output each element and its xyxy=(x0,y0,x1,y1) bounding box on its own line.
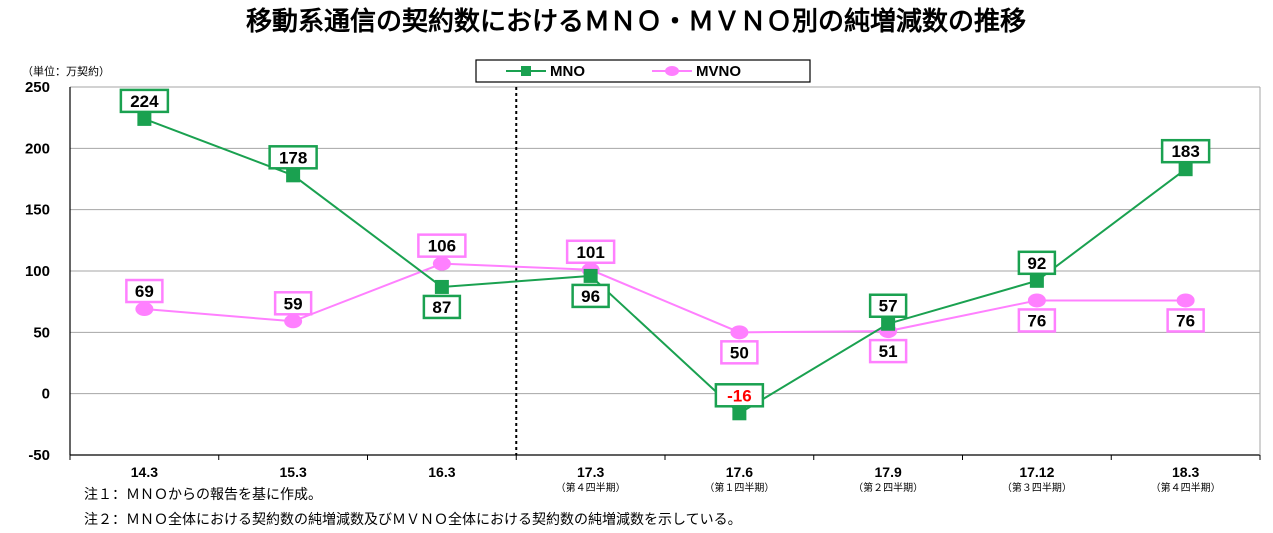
axes xyxy=(69,87,1261,460)
data-label-box xyxy=(565,239,616,265)
data-label-box xyxy=(1160,138,1211,164)
x-tick-label: 17.6 xyxy=(726,464,753,480)
mvno-marker xyxy=(1027,293,1046,308)
data-label-mno: 224 xyxy=(130,92,159,111)
legend-label-mvno: MVNO xyxy=(696,63,741,80)
x-tick-sublabel: （第４四半期） xyxy=(1151,481,1221,494)
note-1: 注１：ＭＮＯからの報告を基に作成。 xyxy=(84,486,322,503)
series-layer xyxy=(135,111,1195,421)
mvno-marker xyxy=(730,325,749,340)
unit-label: （単位：万契約） xyxy=(22,64,110,78)
y-tick-labels: -50 0 50 100 150 200 250 xyxy=(25,79,50,464)
mvno-marker xyxy=(284,314,303,329)
grid xyxy=(70,86,1260,395)
x-tick-label: 18.3 xyxy=(1172,464,1199,480)
mno-marker xyxy=(1178,162,1193,177)
mvno-marker xyxy=(432,256,451,271)
legend-marker-mvno xyxy=(665,66,679,76)
y-tick-label: 100 xyxy=(25,263,50,280)
data-label-mno: 96 xyxy=(581,287,600,306)
x-tick-label: 17.3 xyxy=(577,464,604,480)
y-tick-label: -50 xyxy=(28,447,50,464)
x-tick-label: 15.3 xyxy=(280,464,307,480)
mvno-marker xyxy=(135,302,154,317)
data-label-box xyxy=(268,145,318,170)
legend-box xyxy=(475,59,811,83)
data-labels: 224 178 87 96 -16 57 92 183 69 59 106 101 50 51 76 76 xyxy=(119,88,1211,408)
mvno-marker xyxy=(1176,293,1195,308)
data-label-mvno: 76 xyxy=(1027,311,1046,330)
mno-marker xyxy=(286,168,301,183)
data-label-box xyxy=(868,293,908,318)
y-tick-label: 250 xyxy=(25,79,50,96)
data-label-mvno: 76 xyxy=(1176,311,1195,330)
series-line-mvno xyxy=(144,262,1186,334)
data-label-box xyxy=(417,233,467,258)
note-2: 注２：ＭＮＯ全体における契約数の純増減数及びＭＶＮＯ全体における契約数の純増減数… xyxy=(84,511,742,528)
data-label-box xyxy=(125,278,164,304)
y-tick-label: 0 xyxy=(42,386,50,403)
x-tick-sublabel: （第３四半期） xyxy=(1002,481,1072,494)
data-label-box xyxy=(422,294,462,320)
x-tick-label: 17.9 xyxy=(875,464,902,480)
data-label-box xyxy=(119,88,170,114)
data-label-box xyxy=(1017,308,1057,333)
mno-marker xyxy=(732,406,747,421)
legend: MNO MVNO xyxy=(475,59,811,83)
mno-marker xyxy=(881,316,896,331)
x-tick-labels: 14.3 15.3 16.3 17.3（第４四半期）17.6（第１四半期）17.9（第… xyxy=(131,464,1221,494)
data-label-mno: 87 xyxy=(432,298,451,317)
data-label-box xyxy=(868,338,908,364)
data-label-mvno: 101 xyxy=(576,243,604,262)
data-label-mno: 178 xyxy=(279,148,307,167)
data-label-mno: 92 xyxy=(1027,254,1046,273)
data-label-box xyxy=(1166,308,1205,333)
data-label-mno: -16 xyxy=(727,386,752,405)
data-label-mvno: 50 xyxy=(730,343,749,362)
x-tick-label: 17.12 xyxy=(1019,464,1054,480)
data-label-box xyxy=(273,291,313,316)
legend-marker-mno xyxy=(521,66,531,76)
mno-marker xyxy=(434,279,449,294)
y-tick-label: 200 xyxy=(25,140,50,157)
data-label-mvno: 106 xyxy=(428,237,456,256)
data-label-mvno: 51 xyxy=(879,342,898,361)
mno-marker xyxy=(583,268,598,283)
data-label-box xyxy=(571,283,610,309)
data-label-box xyxy=(1017,250,1057,276)
y-tick-label: 150 xyxy=(25,202,50,219)
mno-marker xyxy=(1029,273,1044,288)
series-line-mno xyxy=(144,117,1187,415)
x-tick-sublabel: （第２四半期） xyxy=(853,481,923,494)
x-tick-sublabel: （第４四半期） xyxy=(556,481,626,494)
mno-marker xyxy=(137,111,152,126)
y-tick-label: 50 xyxy=(33,324,50,341)
data-label-mvno: 69 xyxy=(135,282,154,301)
data-label-mvno: 59 xyxy=(284,294,303,313)
legend-label-mno: MNO xyxy=(550,63,585,80)
data-label-box xyxy=(720,340,759,365)
x-tick-label: 14.3 xyxy=(131,464,158,480)
x-tick-label: 16.3 xyxy=(428,464,455,480)
data-label-box xyxy=(714,383,765,408)
x-tick-sublabel: （第１四半期） xyxy=(704,481,774,494)
chart-title: 移動系通信の契約数におけるＭＮＯ・ＭＶＮＯ別の純増減数の推移 xyxy=(246,6,1026,37)
data-label-mno: 183 xyxy=(1171,142,1199,161)
data-label-mno: 57 xyxy=(879,297,898,316)
